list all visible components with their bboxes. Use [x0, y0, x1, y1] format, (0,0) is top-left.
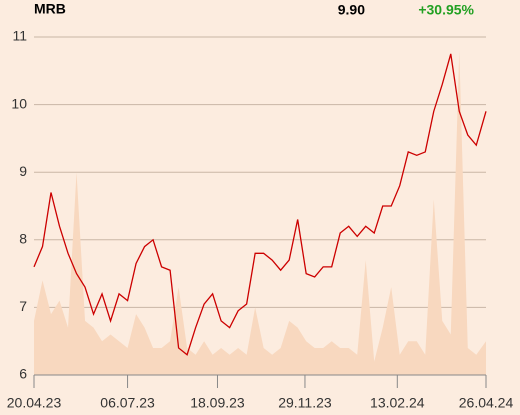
y-tick-label: 11 [12, 28, 27, 44]
x-tick-label: 18.09.23 [190, 395, 245, 411]
y-tick-label: 7 [19, 298, 27, 314]
change: +30.95% [418, 2, 474, 18]
y-tick-label: 10 [11, 95, 27, 111]
x-tick-label: 26.04.24 [459, 395, 514, 411]
volume-area [34, 50, 486, 376]
x-tick-label: 06.07.23 [100, 395, 155, 411]
x-tick-label: 20.04.23 [7, 395, 62, 411]
y-tick-label: 9 [19, 163, 27, 179]
symbol: MRB [34, 1, 66, 17]
x-tick-label: 29.11.23 [278, 395, 332, 411]
x-tick-label: 13.02.24 [370, 395, 425, 411]
y-tick-label: 8 [19, 231, 27, 247]
price-line [33, 53, 487, 356]
last-price: 9.90 [338, 2, 365, 18]
y-tick-label: 6 [19, 366, 27, 382]
